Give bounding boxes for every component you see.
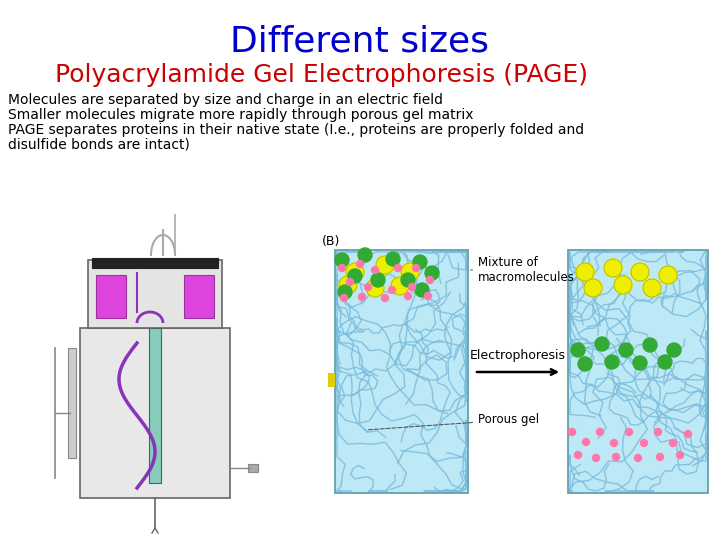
Bar bbox=[149, 328, 161, 483]
Circle shape bbox=[605, 355, 619, 369]
Circle shape bbox=[415, 283, 429, 297]
Bar bbox=[96, 275, 126, 318]
Bar bbox=[328, 373, 335, 387]
Circle shape bbox=[389, 287, 395, 294]
Bar bbox=[248, 464, 258, 472]
Circle shape bbox=[626, 429, 632, 435]
Text: Different sizes: Different sizes bbox=[230, 25, 490, 59]
Circle shape bbox=[359, 294, 366, 300]
Circle shape bbox=[425, 266, 439, 280]
Circle shape bbox=[582, 438, 590, 445]
Circle shape bbox=[386, 252, 400, 266]
Text: PAGE separates proteins in their native state (I.e., proteins are properly folde: PAGE separates proteins in their native … bbox=[8, 123, 584, 137]
Circle shape bbox=[685, 430, 691, 437]
Circle shape bbox=[372, 267, 379, 273]
Circle shape bbox=[584, 279, 602, 297]
Circle shape bbox=[356, 260, 364, 267]
Circle shape bbox=[371, 273, 385, 287]
Bar bbox=[92, 258, 218, 268]
Text: Mixture of
macromolecules: Mixture of macromolecules bbox=[471, 256, 575, 284]
Circle shape bbox=[335, 253, 349, 267]
Bar bbox=[88, 260, 222, 328]
Circle shape bbox=[667, 343, 681, 357]
Circle shape bbox=[595, 337, 609, 351]
Circle shape bbox=[569, 429, 575, 435]
Circle shape bbox=[658, 355, 672, 369]
Circle shape bbox=[413, 255, 427, 269]
Circle shape bbox=[366, 279, 384, 297]
Bar bbox=[568, 250, 708, 493]
Circle shape bbox=[659, 266, 677, 284]
Circle shape bbox=[593, 455, 600, 462]
Circle shape bbox=[338, 265, 346, 272]
Circle shape bbox=[634, 455, 642, 462]
Circle shape bbox=[576, 263, 594, 281]
Circle shape bbox=[405, 293, 412, 300]
Bar bbox=[68, 348, 76, 458]
Bar bbox=[80, 328, 230, 498]
Circle shape bbox=[578, 357, 592, 371]
Text: Smaller molecules migrate more rapidly through porous gel matrix: Smaller molecules migrate more rapidly t… bbox=[8, 108, 474, 122]
Circle shape bbox=[341, 294, 348, 301]
Circle shape bbox=[364, 284, 372, 291]
Text: (B): (B) bbox=[322, 235, 341, 248]
Text: disulfide bonds are intact): disulfide bonds are intact) bbox=[8, 138, 190, 152]
Circle shape bbox=[641, 440, 647, 447]
Circle shape bbox=[575, 451, 582, 458]
Circle shape bbox=[382, 294, 389, 301]
Circle shape bbox=[358, 248, 372, 262]
Circle shape bbox=[643, 279, 661, 297]
Circle shape bbox=[613, 454, 619, 461]
Circle shape bbox=[596, 429, 603, 435]
Circle shape bbox=[348, 269, 362, 283]
Text: Porous gel: Porous gel bbox=[368, 414, 539, 430]
Circle shape bbox=[614, 276, 632, 294]
Circle shape bbox=[654, 429, 662, 435]
Circle shape bbox=[604, 259, 622, 277]
Text: Electrophoresis: Electrophoresis bbox=[470, 349, 566, 362]
Circle shape bbox=[413, 265, 420, 272]
Circle shape bbox=[633, 356, 647, 370]
Circle shape bbox=[670, 440, 677, 447]
Bar bbox=[335, 250, 468, 493]
Circle shape bbox=[346, 263, 364, 281]
Circle shape bbox=[631, 263, 649, 281]
Circle shape bbox=[643, 338, 657, 352]
Circle shape bbox=[376, 256, 394, 274]
Circle shape bbox=[571, 343, 585, 357]
Circle shape bbox=[395, 265, 402, 272]
Circle shape bbox=[401, 263, 419, 281]
Circle shape bbox=[619, 343, 633, 357]
Text: Molecules are separated by size and charge in an electric field: Molecules are separated by size and char… bbox=[8, 93, 443, 107]
Bar bbox=[184, 275, 214, 318]
Circle shape bbox=[338, 285, 352, 299]
Text: Polyacrylamide Gel Electrophoresis (PAGE): Polyacrylamide Gel Electrophoresis (PAGE… bbox=[55, 63, 588, 87]
Circle shape bbox=[611, 440, 618, 447]
Circle shape bbox=[677, 451, 683, 458]
Circle shape bbox=[391, 277, 409, 295]
Circle shape bbox=[657, 454, 664, 461]
Circle shape bbox=[408, 284, 415, 291]
Circle shape bbox=[339, 276, 357, 294]
Circle shape bbox=[426, 276, 433, 284]
Circle shape bbox=[346, 279, 354, 286]
Circle shape bbox=[425, 293, 431, 300]
Circle shape bbox=[401, 273, 415, 287]
